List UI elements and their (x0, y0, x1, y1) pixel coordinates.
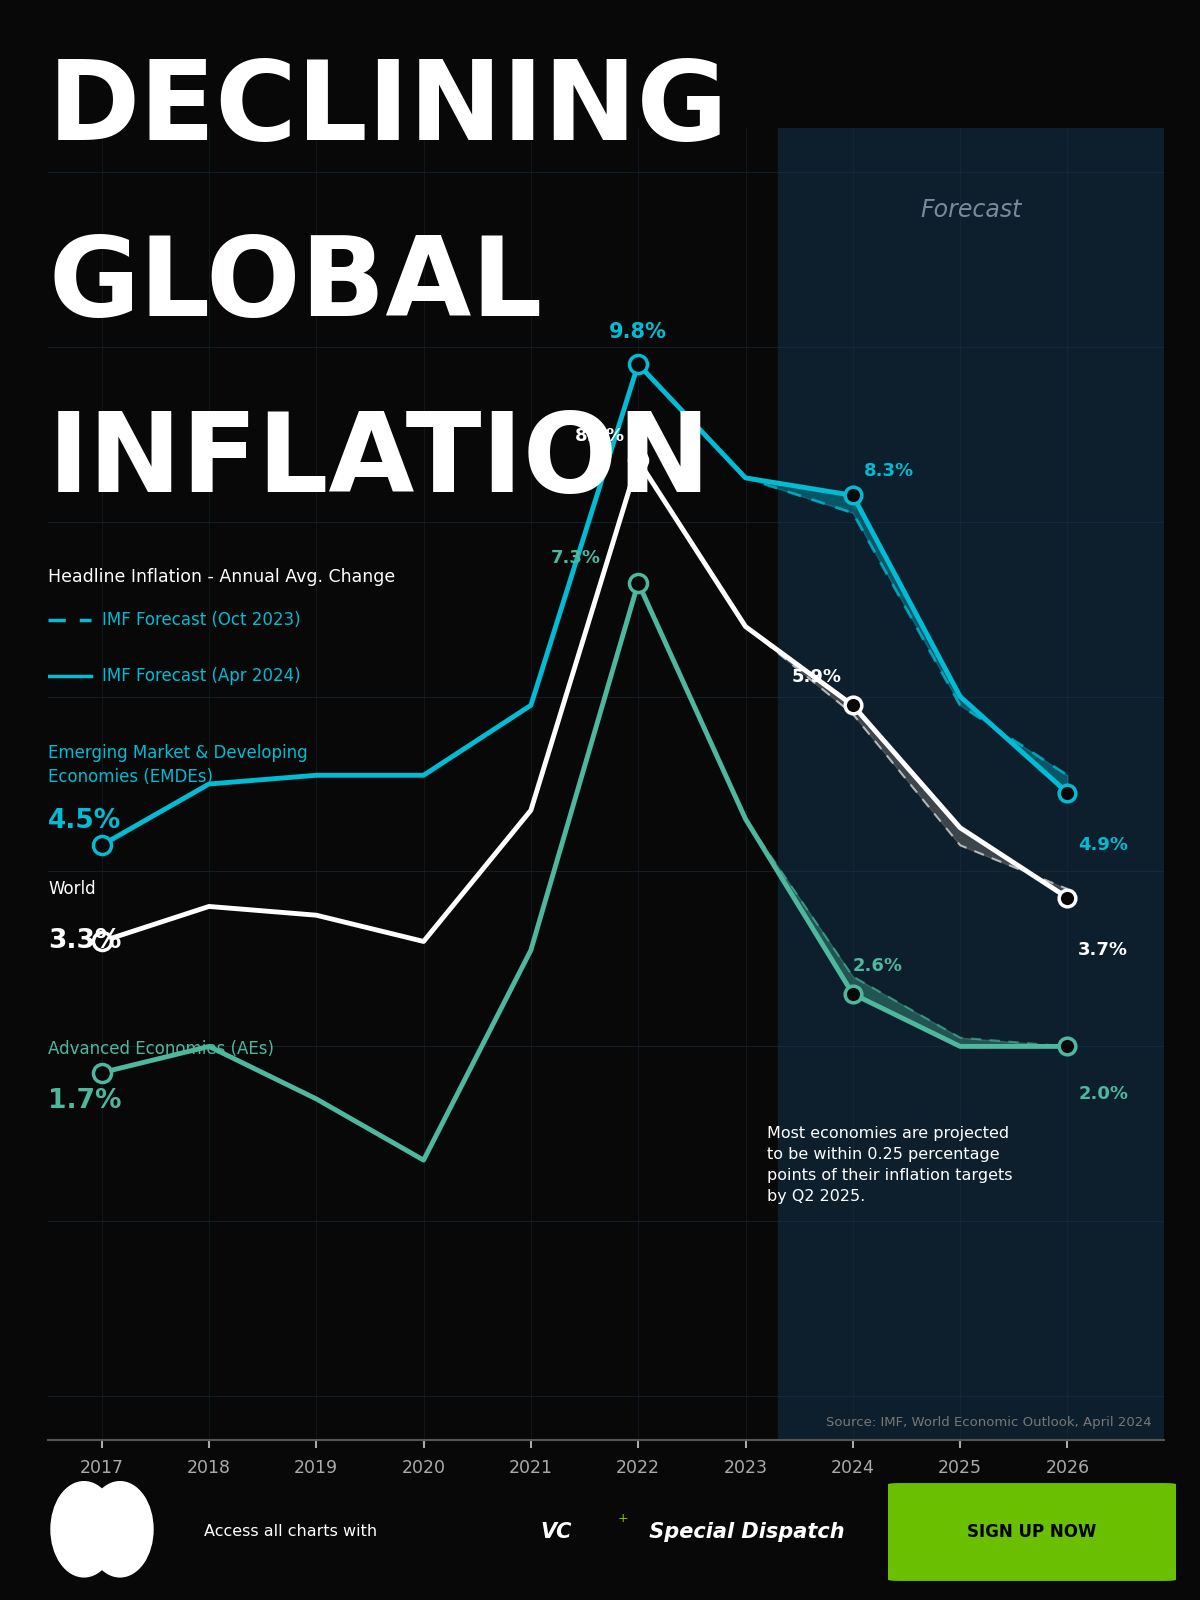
Text: 4.5%: 4.5% (48, 808, 121, 834)
Text: 5.9%: 5.9% (792, 669, 842, 686)
Text: 9.8%: 9.8% (610, 322, 667, 342)
Text: 4.9%: 4.9% (1078, 835, 1128, 854)
FancyBboxPatch shape (888, 1483, 1176, 1581)
Text: 8.7%: 8.7% (575, 427, 625, 445)
Text: 7.3%: 7.3% (551, 549, 601, 566)
Text: Emerging Market & Developing
Economies (EMDEs): Emerging Market & Developing Economies (… (48, 744, 307, 786)
Text: 2.0%: 2.0% (1078, 1085, 1128, 1104)
Text: IMF Forecast (Apr 2024): IMF Forecast (Apr 2024) (102, 667, 301, 685)
Text: VC: VC (540, 1522, 571, 1542)
Text: 2.6%: 2.6% (853, 957, 902, 974)
Text: 3.3%: 3.3% (48, 928, 121, 954)
Text: INFLATION: INFLATION (48, 408, 712, 515)
Text: Headline Inflation - Annual Avg. Change: Headline Inflation - Annual Avg. Change (48, 568, 395, 586)
Ellipse shape (88, 1482, 154, 1578)
Text: SIGN UP NOW: SIGN UP NOW (967, 1523, 1097, 1541)
Text: Access all charts with: Access all charts with (204, 1525, 377, 1539)
Text: 1.7%: 1.7% (48, 1088, 121, 1114)
Text: 8.3%: 8.3% (864, 462, 913, 480)
Text: GLOBAL: GLOBAL (48, 232, 542, 339)
Text: Source: IMF, World Economic Outlook, April 2024: Source: IMF, World Economic Outlook, Apr… (827, 1416, 1152, 1429)
Text: +: + (618, 1512, 629, 1525)
Ellipse shape (52, 1482, 118, 1578)
Text: Special Dispatch: Special Dispatch (642, 1522, 845, 1542)
Text: Most economies are projected
to be within 0.25 percentage
points of their inflat: Most economies are projected to be withi… (767, 1126, 1013, 1203)
Text: IMF Forecast (Oct 2023): IMF Forecast (Oct 2023) (102, 611, 301, 629)
Text: DECLINING: DECLINING (48, 56, 728, 163)
Text: World: World (48, 880, 96, 898)
Bar (778, 128, 1164, 1440)
Text: 3.7%: 3.7% (1078, 941, 1128, 958)
Text: Advanced Economies (AEs): Advanced Economies (AEs) (48, 1040, 274, 1058)
Text: Forecast: Forecast (920, 198, 1021, 222)
